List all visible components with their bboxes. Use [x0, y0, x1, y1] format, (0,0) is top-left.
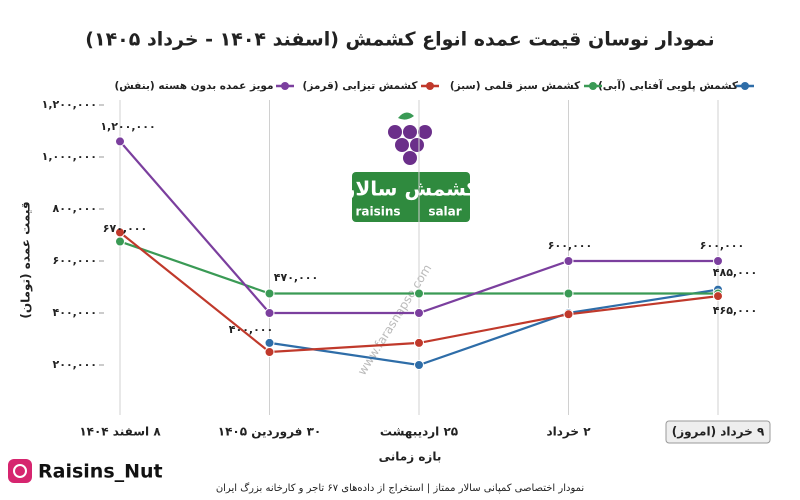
data-point — [115, 227, 125, 238]
annotation: ۶۰۰,۰۰۰ — [548, 239, 592, 252]
data-point — [264, 337, 275, 348]
data-point — [414, 360, 424, 370]
x-tick-label: ۸ اسفند ۱۴۰۴ — [79, 425, 161, 439]
annotation: ۴۰۰,۰۰۰ — [229, 323, 273, 336]
data-point — [264, 288, 275, 299]
y-tick-label: ۶۰۰,۰۰۰ — [53, 254, 97, 267]
series-line — [269, 288, 719, 367]
data-point — [414, 337, 424, 348]
legend-label: کشمش سبز قلمی (سبز) — [450, 80, 581, 92]
y-tick-label: ۱,۲۰۰,۰۰۰ — [42, 98, 97, 111]
instagram-icon — [8, 459, 32, 483]
footer: نمودار اختصاصی کمپانی سالار ممتاز | استخ… — [216, 481, 584, 494]
legend-marker — [741, 82, 749, 90]
annotation: ۴۷۰,۰۰۰ — [274, 271, 318, 284]
data-point — [414, 288, 424, 299]
data-point — [713, 291, 723, 302]
x-tick-label: ۳۰ فروردین ۱۴۰۵ — [218, 425, 321, 440]
data-point — [563, 256, 574, 266]
logo-leaf — [398, 112, 414, 120]
y-tick-label: ۴۰۰,۰۰۰ — [53, 306, 97, 319]
logo-grapes — [388, 125, 432, 165]
legend-label: کشمش تیزابی (قرمز) — [303, 80, 419, 92]
annotation: ۴۸۵,۰۰۰ — [713, 266, 757, 279]
data-point — [264, 308, 275, 318]
legend-marker — [426, 82, 434, 90]
logo-text: raisins — [355, 205, 400, 219]
logo-brand: کشمش سالار — [343, 177, 479, 201]
y-axis-label: قیمت عمده (تومان) — [19, 201, 34, 318]
data-point — [264, 347, 275, 357]
instagram-handle: Raisins_Nut — [38, 461, 163, 483]
data-point — [563, 288, 574, 299]
logo-box — [352, 172, 470, 222]
annotation: ۴۶۵,۰۰۰ — [713, 304, 757, 317]
x-tick-label: ۲ خرداد — [546, 425, 591, 439]
y-tick-label: ۸۰۰,۰۰۰ — [53, 202, 97, 215]
legend-marker — [281, 82, 289, 90]
annotation: ۶۷۰,۰۰۰ — [103, 222, 147, 235]
data-point — [115, 236, 125, 247]
instagram-icon-ring — [13, 464, 27, 478]
legend-marker — [589, 82, 597, 90]
chart-title: نمودار نوسان قیمت عمده انواع کشمش (اسفند… — [85, 29, 714, 51]
x-axis-label: بازه زمانی — [379, 450, 442, 464]
data-point — [713, 256, 723, 266]
x-tick-label: ۲۵ اردیبهشت — [380, 425, 458, 439]
annotation: ۱,۲۰۰,۰۰۰ — [100, 120, 155, 133]
x-tick-box — [665, 420, 771, 444]
legend-label: کشمش پلویی آفتابی (آبی) — [598, 79, 739, 92]
logo-text: salar — [428, 205, 461, 219]
y-tick-label: ۲۰۰,۰۰۰ — [53, 358, 97, 371]
logo: کشمش سالار raisins salar — [343, 112, 479, 222]
data-point — [414, 308, 424, 318]
x-tick-label: ۹ خرداد (امروز) — [672, 425, 765, 440]
instagram: Raisins_Nut — [8, 459, 163, 483]
data-point — [115, 136, 125, 147]
data-point — [563, 309, 574, 320]
annotation: ۶۰۰,۰۰۰ — [700, 239, 744, 252]
legend-label: مویز عمده بدون هسته (بنفش) — [115, 80, 274, 92]
y-tick-label: ۱,۰۰۰,۰۰۰ — [42, 150, 97, 163]
